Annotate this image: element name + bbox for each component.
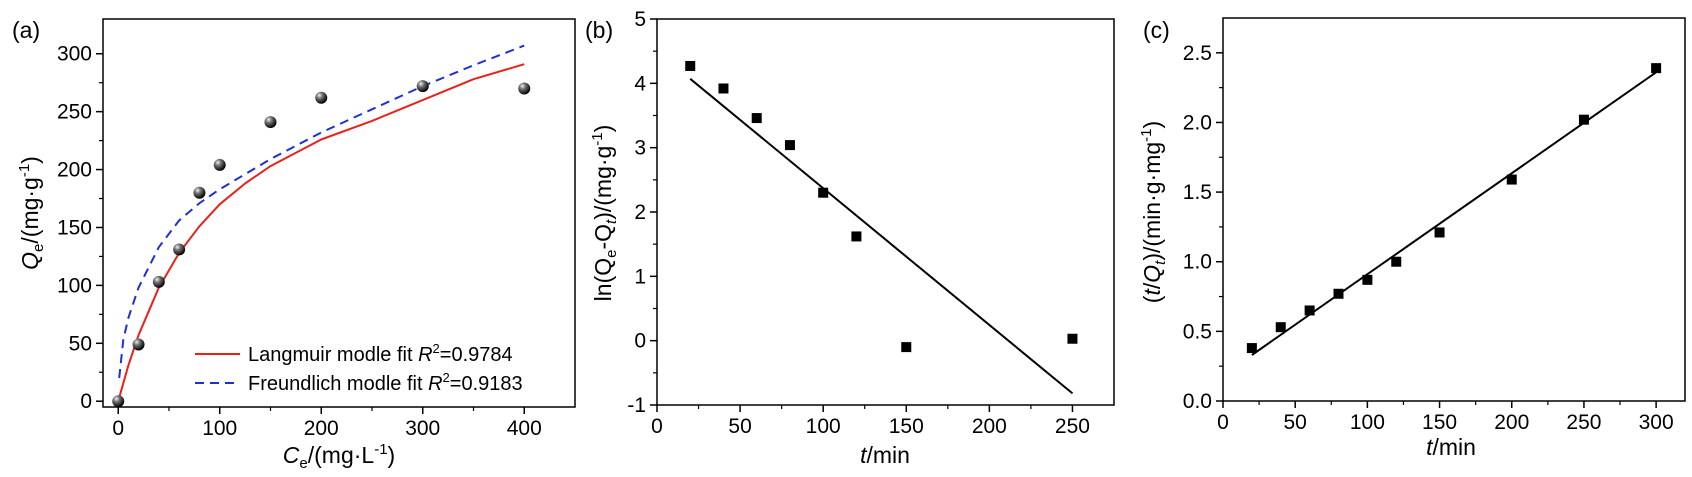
y-axis-label-b: ln(Qe-Qt)/(mg·g-1) <box>589 125 620 302</box>
data-point <box>315 91 328 104</box>
y-tick-label: 100 <box>57 274 92 297</box>
y-tick-label: 150 <box>57 216 92 239</box>
x-tick-label: 150 <box>1422 411 1457 434</box>
data-point <box>264 116 277 129</box>
x-tick-label: 50 <box>1284 411 1307 434</box>
x-tick-label: 200 <box>972 415 1007 438</box>
data-point <box>851 231 862 242</box>
x-tick-label: 0 <box>1217 411 1229 434</box>
panel-label-b: (b) <box>585 17 613 43</box>
series-line-1 <box>689 78 1074 395</box>
data-point <box>132 338 145 351</box>
data-point <box>1391 256 1402 267</box>
x-tick-label: 100 <box>806 415 841 438</box>
data-point <box>416 80 429 93</box>
y-tick-label: 2.5 <box>1183 42 1212 65</box>
data-point <box>1651 63 1662 74</box>
panel-label-a: (a) <box>12 17 40 43</box>
data-point <box>213 158 226 171</box>
y-tick-label: 300 <box>57 43 92 66</box>
legend-label-freundlich: Freundlich modle fit R2=0.9183 <box>248 370 523 395</box>
x-tick-label: 250 <box>1566 411 1601 434</box>
data-point <box>1275 322 1286 333</box>
data-point <box>1578 114 1589 125</box>
x-tick-label: 50 <box>728 415 751 438</box>
y-tick-label: 5 <box>634 8 646 31</box>
x-tick-label: 100 <box>202 417 237 440</box>
y-tick-label: 0.0 <box>1183 390 1212 413</box>
y-tick-label: 200 <box>57 159 92 182</box>
data-point <box>1304 305 1315 316</box>
data-point <box>112 395 125 408</box>
panel-label-c: (c) <box>1143 17 1170 43</box>
data-point <box>1333 288 1344 299</box>
y-tick-label: 0 <box>634 330 646 353</box>
x-tick-label: 250 <box>1055 415 1090 438</box>
data-point <box>1434 227 1445 238</box>
y-tick-label: 1.5 <box>1183 181 1212 204</box>
x-tick-label: 200 <box>1494 411 1529 434</box>
axis-ticks-c: 0 50 100 150 200 250 300 0.0 0.5 1.0 1.5 2.0 2.5 <box>1183 42 1674 434</box>
x-tick-label: 300 <box>405 417 440 440</box>
x-axis-label-b: t/min <box>860 442 910 468</box>
fit-curves-a <box>117 44 525 402</box>
x-axis-label-c: t/min <box>1426 434 1476 460</box>
data-points-a <box>112 80 531 408</box>
x-tick-label: 200 <box>304 417 339 440</box>
y-axis-label-a: Qe/(mg·g-1) <box>16 156 47 270</box>
plot-frame-a <box>102 18 576 408</box>
y-tick-label: 250 <box>57 101 92 124</box>
y-tick-label: 3 <box>634 137 646 160</box>
y-axis-label-c: (t/Qt)/(min·g·mg-1) <box>1138 121 1169 303</box>
x-tick-label: 0 <box>651 415 663 438</box>
legend-a: Langmuir modle fit R2=0.9784 Freundlich … <box>195 341 523 395</box>
data-point <box>751 113 762 124</box>
x-tick-label: 100 <box>1350 411 1385 434</box>
data-point <box>1246 343 1257 354</box>
x-tick-label: 400 <box>507 417 542 440</box>
y-tick-label: 4 <box>634 72 646 95</box>
y-tick-label: 1 <box>634 265 646 288</box>
data-point <box>1362 274 1373 285</box>
data-point <box>193 186 206 199</box>
axis-ticks-a: 0 100 200 300 400 0 50 100 150 200 250 300 <box>57 43 542 440</box>
data-point <box>152 275 165 288</box>
panel-c: 0 50 100 150 200 250 300 0.0 0.5 1.0 1.5 2.0 2.5 (c)… <box>1138 17 1686 460</box>
data-points-c <box>1246 63 1662 354</box>
series-line-1 <box>117 63 525 402</box>
x-axis-label-a: Ce/(mg·L-1) <box>283 441 395 472</box>
data-point <box>685 60 696 71</box>
data-point <box>718 83 729 94</box>
y-tick-label: 0 <box>80 390 92 413</box>
fit-line-b <box>689 78 1074 395</box>
plot-frame-b <box>656 18 1115 406</box>
x-tick-label: 300 <box>1639 411 1674 434</box>
data-point <box>1506 174 1517 185</box>
x-tick-label: 150 <box>889 415 924 438</box>
legend-label-langmuir: Langmuir modle fit R2=0.9784 <box>248 341 513 366</box>
series-line-2 <box>118 44 525 379</box>
y-tick-label: -1 <box>627 394 646 417</box>
data-point <box>1067 333 1078 344</box>
y-tick-label: 0.5 <box>1183 320 1212 343</box>
data-points-b <box>685 60 1078 353</box>
data-point <box>518 82 531 95</box>
y-tick-label: 1.0 <box>1183 251 1212 274</box>
y-tick-label: 2.0 <box>1183 111 1212 134</box>
x-tick-label: 0 <box>112 417 124 440</box>
y-tick-label: 50 <box>69 332 92 355</box>
plot-frame-c <box>1222 17 1686 402</box>
y-tick-label: 2 <box>634 201 646 224</box>
data-point <box>784 140 795 151</box>
data-point <box>173 243 186 256</box>
data-point <box>818 187 829 198</box>
panel-a: 0 100 200 300 400 0 50 100 150 200 250 300 (a) Ce/(… <box>12 17 576 472</box>
data-point <box>901 342 912 353</box>
